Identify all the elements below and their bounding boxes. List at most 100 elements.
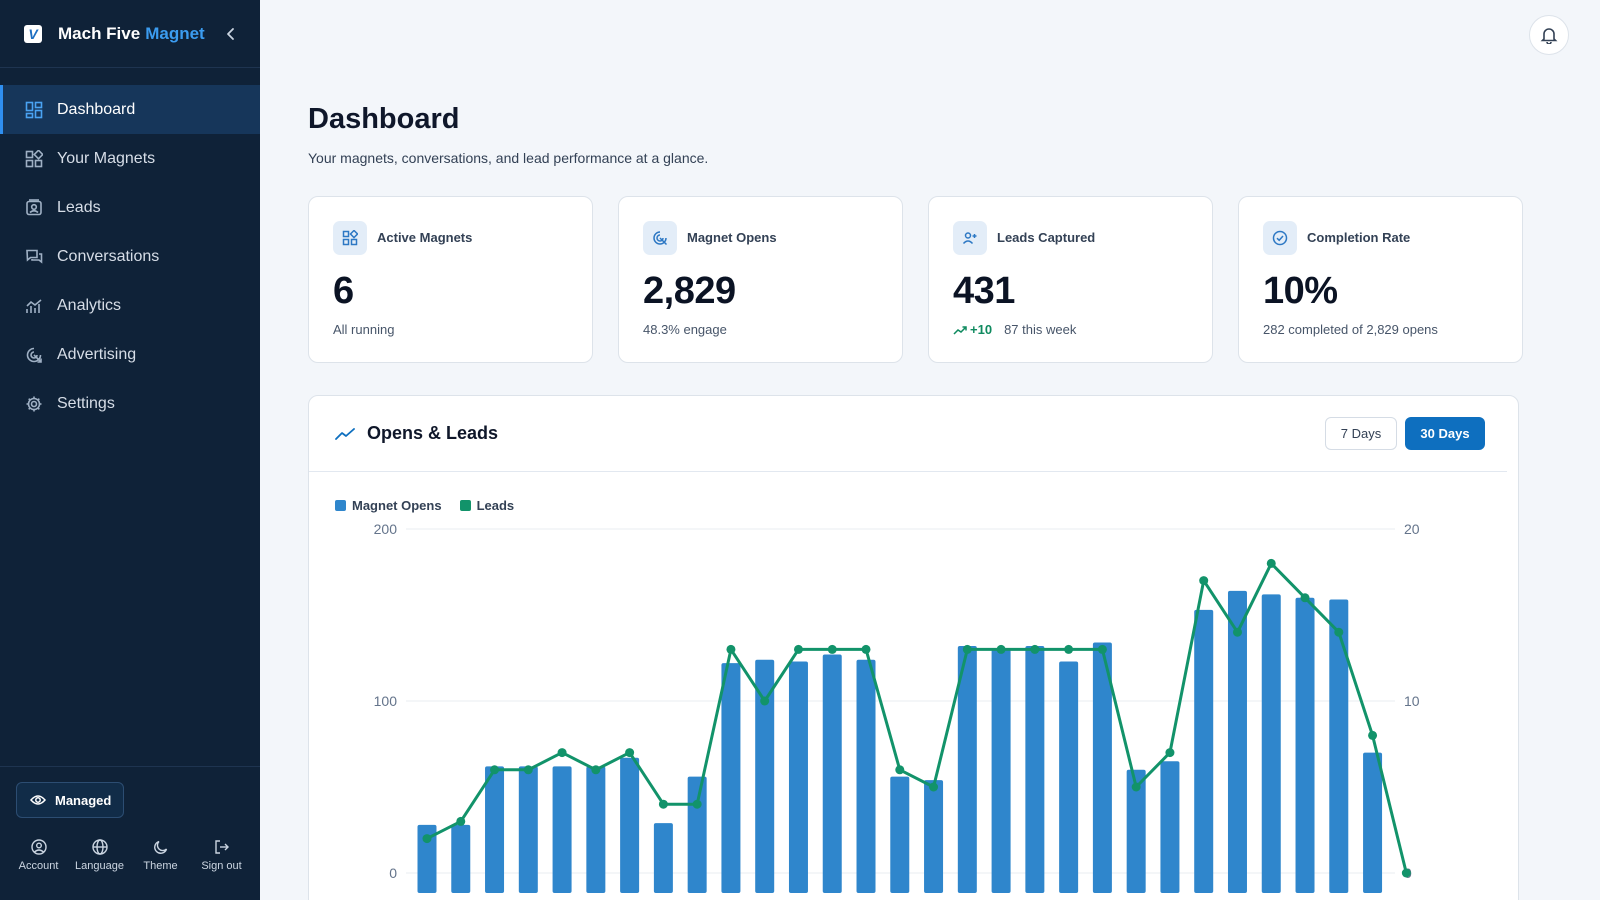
card-footer-text: 282 completed of 2,829 opens <box>1263 322 1438 337</box>
account-button[interactable]: Account <box>9 837 69 872</box>
grid-icon <box>333 221 367 255</box>
sidebar-item-label: Your Magnets <box>57 149 156 167</box>
magnets-grid-icon <box>24 149 44 169</box>
card-footer: All running <box>333 322 394 337</box>
collapse-sidebar-button[interactable] <box>222 24 240 44</box>
managed-label: Managed <box>55 792 112 808</box>
legend-swatch-leads <box>459 500 471 511</box>
point-leads <box>658 799 668 809</box>
stat-cards: Active Magnets 6 All running Magnet Open… <box>308 196 1523 363</box>
language-label: Language <box>75 860 124 872</box>
chevron-left-icon <box>227 28 234 40</box>
footer-actions: Account Language Theme Sign out <box>0 837 260 872</box>
point-leads <box>591 765 601 775</box>
sidebar-item-conversations[interactable]: Conversations <box>0 232 260 281</box>
sidebar-item-label: Dashboard <box>57 100 136 118</box>
brand-name-main: Mach Five <box>58 23 141 43</box>
globe-icon <box>91 837 108 857</box>
stat-card-leads-captured: Leads Captured 431 +10 87 this week <box>928 196 1213 363</box>
language-button[interactable]: Language <box>70 837 130 872</box>
bar-magnet-opens <box>957 645 977 893</box>
page-title: Dashboard <box>308 103 460 135</box>
point-leads <box>1030 644 1040 654</box>
point-leads <box>929 782 939 792</box>
bar-magnet-opens <box>1092 642 1112 893</box>
sign-out-button[interactable]: Sign out <box>192 837 252 872</box>
theme-label: Theme <box>143 860 178 872</box>
point-leads <box>962 644 972 654</box>
notifications-button[interactable] <box>1529 15 1569 55</box>
card-footer-text: 48.3% engage <box>643 322 727 337</box>
sidebar-item-advertising[interactable]: Advertising <box>0 330 260 379</box>
sidebar-footer: Managed Account Language Theme <box>0 766 260 900</box>
point-leads <box>1131 782 1141 792</box>
bar-magnet-opens <box>1295 597 1315 893</box>
legend-label-leads: Leads <box>476 498 515 513</box>
bar-magnet-opens <box>518 766 538 893</box>
card-value: 431 <box>953 270 1015 312</box>
bar-magnet-opens <box>586 766 606 893</box>
bar-magnet-opens <box>1329 599 1349 893</box>
sidebar-item-settings[interactable]: Settings <box>0 379 260 428</box>
card-value: 2,829 <box>643 270 736 312</box>
chat-icon <box>24 247 44 267</box>
cursor-target-icon <box>643 221 677 255</box>
sidebar-item-leads[interactable]: Leads <box>0 183 260 232</box>
card-footer-text: 87 this week <box>1004 322 1077 337</box>
point-leads <box>827 644 837 654</box>
sidebar-item-analytics[interactable]: Analytics <box>0 281 260 330</box>
sidebar-item-your-magnets[interactable]: Your Magnets <box>0 134 260 183</box>
stat-card-completion-rate: Completion Rate 10% 282 completed of 2,8… <box>1238 196 1523 363</box>
sidebar-item-label: Settings <box>57 394 115 412</box>
point-leads <box>490 765 500 775</box>
legend-item-opens[interactable]: Magnet Opens <box>335 498 442 513</box>
range-7-days-button[interactable]: 7 Days <box>1325 417 1397 450</box>
point-leads <box>1064 644 1074 654</box>
point-leads <box>760 696 770 706</box>
card-footer: +10 87 this week <box>953 322 1076 337</box>
trend-value: +10 <box>970 322 993 337</box>
account-icon <box>30 837 47 857</box>
bar-magnet-opens <box>620 757 640 893</box>
point-leads <box>1334 627 1344 637</box>
bar-magnet-opens <box>1261 594 1281 893</box>
page-subtitle: Your magnets, conversations, and lead pe… <box>308 150 709 166</box>
bar-magnet-opens <box>1194 609 1214 893</box>
bar-magnet-opens <box>1025 645 1045 893</box>
card-footer-text: All running <box>333 322 395 337</box>
check-circle-icon <box>1263 221 1297 255</box>
brand-name-accent: Magnet <box>145 23 205 43</box>
point-leads <box>523 765 533 775</box>
range-30-days-button[interactable]: 30 Days <box>1405 417 1485 450</box>
brand-logo-icon: V <box>24 24 42 43</box>
bar-magnet-opens <box>721 663 741 893</box>
y-left-tick-label: 0 <box>389 865 397 881</box>
card-title: Completion Rate <box>1307 230 1411 245</box>
card-footer: 282 completed of 2,829 opens <box>1263 322 1438 337</box>
opens-leads-chart: 001001020020 <box>374 521 1420 893</box>
card-title: Magnet Opens <box>687 230 777 245</box>
bar-magnet-opens <box>788 661 808 893</box>
theme-button[interactable]: Theme <box>131 837 191 872</box>
y-right-tick-label: 10 <box>1404 693 1420 709</box>
user-plus-icon <box>953 221 987 255</box>
point-leads <box>1266 558 1276 568</box>
bar-magnet-opens <box>1227 590 1247 893</box>
point-leads <box>456 816 466 826</box>
bar-magnet-opens <box>653 823 673 893</box>
sign-out-label: Sign out <box>201 860 242 872</box>
bar-magnet-opens <box>924 780 944 893</box>
sign-out-icon <box>214 837 230 857</box>
sidebar-item-dashboard[interactable]: Dashboard <box>0 85 260 134</box>
analytics-icon <box>24 296 44 316</box>
y-left-tick-label: 200 <box>374 521 398 537</box>
chart-legend: Magnet Opens Leads <box>335 498 514 513</box>
sidebar-item-label: Analytics <box>57 296 122 314</box>
point-leads <box>1199 576 1209 586</box>
card-title: Active Magnets <box>377 230 473 245</box>
point-leads <box>895 765 905 775</box>
legend-item-leads[interactable]: Leads <box>459 498 515 513</box>
managed-button[interactable]: Managed <box>16 782 124 818</box>
sidebar: V Mach Five Magnet Dashboard Your Magnets… <box>0 0 260 900</box>
bar-magnet-opens <box>890 776 910 893</box>
